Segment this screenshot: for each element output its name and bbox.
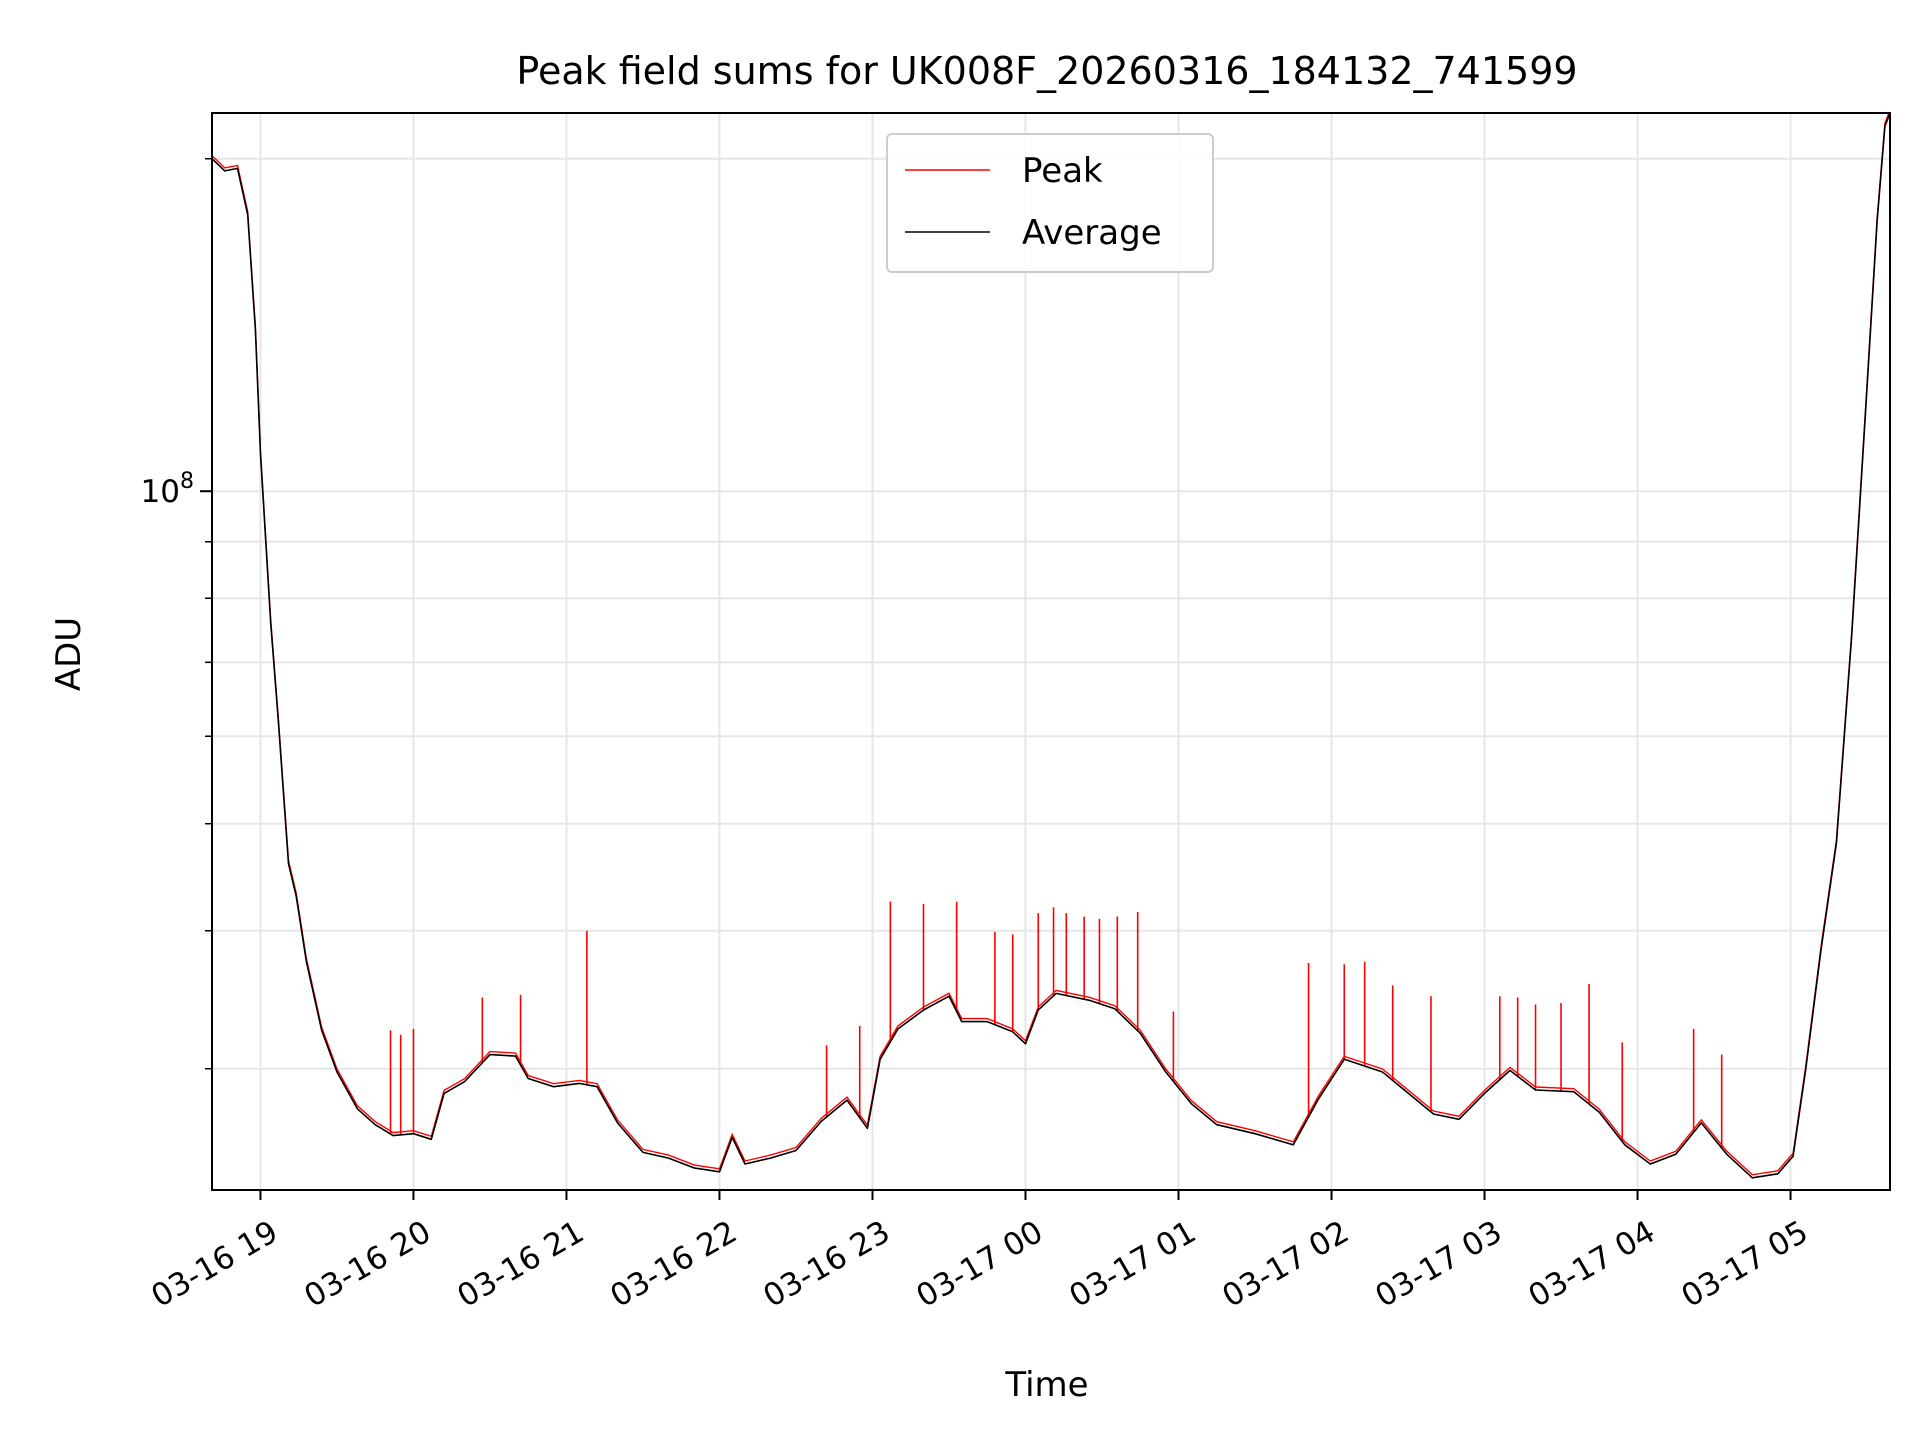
- average-series-line: [212, 113, 1890, 1179]
- legend-label-average: Average: [1022, 213, 1162, 253]
- legend-label-peak: Peak: [1022, 151, 1103, 191]
- plot-series: [212, 113, 1890, 1179]
- legend: Peak Average: [886, 133, 1214, 273]
- plot-frame: [211, 112, 1891, 1191]
- x-axis-label: Time: [1004, 1365, 1088, 1405]
- chart-title: Peak field sums for UK008F_20260316_1841…: [516, 49, 1577, 93]
- y-axis-label: ADU: [49, 617, 89, 691]
- peak-series-line: [212, 113, 1890, 1176]
- legend-box: [886, 133, 1214, 273]
- y-tick-label: 108: [141, 469, 194, 510]
- grid-lines: [212, 113, 1890, 1190]
